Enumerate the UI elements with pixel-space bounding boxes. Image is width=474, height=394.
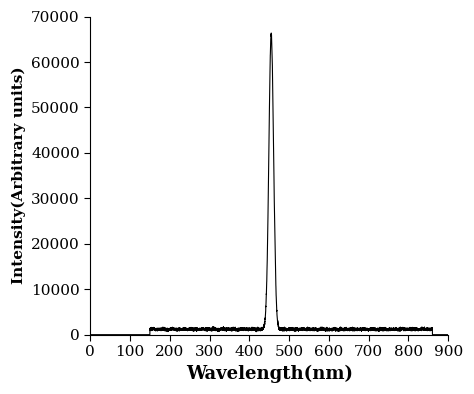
- Y-axis label: Intensity(Arbitrary units): Intensity(Arbitrary units): [11, 67, 26, 284]
- X-axis label: Wavelength(nm): Wavelength(nm): [186, 364, 353, 383]
